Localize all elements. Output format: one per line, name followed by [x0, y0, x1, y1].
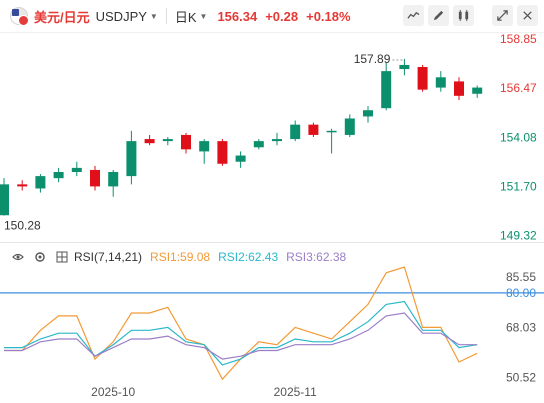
symbol-code[interactable]: USDJPY [95, 8, 147, 24]
interval-selector[interactable]: 日K [174, 9, 197, 25]
pencil-icon[interactable] [428, 5, 449, 26]
price-axis-label: 154.08 [500, 130, 537, 144]
candle-body [454, 81, 464, 96]
candle-body [90, 169, 100, 187]
candle-body [108, 172, 119, 187]
rsi-axis-label: 50.52 [506, 371, 536, 385]
rsi-series-line [4, 300, 478, 366]
price-change-percent: +0.18% [306, 8, 351, 24]
price-axis-label: 158.85 [500, 32, 537, 46]
price-change: +0.28 [265, 8, 299, 24]
candle-body [399, 64, 410, 70]
close-icon[interactable] [517, 5, 538, 26]
expand-icon[interactable] [492, 5, 513, 26]
compare-icon[interactable] [453, 5, 474, 26]
chart-header: 美元/日元 USDJPY ▼ 日K ▼ 156.34 +0.28 +0.18% [0, 0, 544, 32]
candle-body [126, 141, 137, 177]
rsi-title: RSI(7,14,21) [74, 250, 143, 264]
candle-body [435, 77, 446, 88]
currency-flag-icon [10, 7, 29, 26]
candle-body [272, 139, 282, 142]
settings-icon[interactable] [32, 249, 48, 265]
rsi-axis-label: 68.03 [506, 320, 536, 334]
high-price-label: 157.89 [354, 52, 391, 66]
candle-body [17, 184, 28, 187]
candle-body [253, 141, 264, 148]
divider [165, 8, 167, 24]
rsi3-value: RSI3:62.38 [286, 250, 347, 264]
candle-body [35, 176, 46, 189]
rsi-series-line [4, 312, 478, 360]
candle-body [0, 184, 9, 216]
x-axis-label: 2025-10 [91, 385, 135, 399]
candle-body [162, 139, 173, 142]
price-axis-label: 151.70 [500, 179, 537, 193]
candle-body [181, 134, 191, 150]
candle-body [235, 155, 246, 162]
rsi-axis-label: 80.00 [506, 286, 536, 300]
candle-body [308, 124, 319, 135]
rsi1-value: RSI1:59.08 [150, 250, 211, 264]
candle-body [199, 141, 210, 152]
visibility-icon[interactable] [10, 249, 26, 265]
x-axis-label: 2025-11 [274, 385, 317, 399]
candle-body [53, 172, 64, 179]
candle-body [144, 139, 155, 144]
candle-body [472, 87, 483, 94]
toolbar [403, 5, 538, 26]
low-price-label: 150.28 [4, 219, 41, 233]
candle-body [381, 71, 392, 109]
rsi2-value: RSI2:62.43 [218, 250, 279, 264]
last-price: 156.34 [217, 8, 258, 24]
rsi-axis-label: 85.55 [506, 270, 536, 284]
interval-dropdown-icon[interactable]: ▼ [199, 11, 208, 21]
candle-body [290, 124, 301, 140]
rsi-series-line [4, 266, 478, 381]
symbol-name[interactable]: 美元/日元 [34, 9, 90, 25]
candle-body [217, 141, 228, 164]
symbol-dropdown-icon[interactable]: ▼ [149, 11, 158, 21]
candle-body [71, 167, 82, 172]
price-axis-label: 156.47 [500, 81, 537, 95]
rsi-legend: RSI(7,14,21) RSI1:59.08 RSI2:62.43 RSI3:… [0, 247, 346, 267]
line-chart-icon[interactable] [403, 5, 424, 26]
candle-body [417, 67, 428, 90]
candle-body [344, 118, 355, 135]
indicator-icon[interactable] [54, 249, 70, 265]
price-axis-label: 149.32 [500, 228, 537, 242]
candle-body [363, 110, 373, 117]
candle-body [326, 130, 337, 133]
